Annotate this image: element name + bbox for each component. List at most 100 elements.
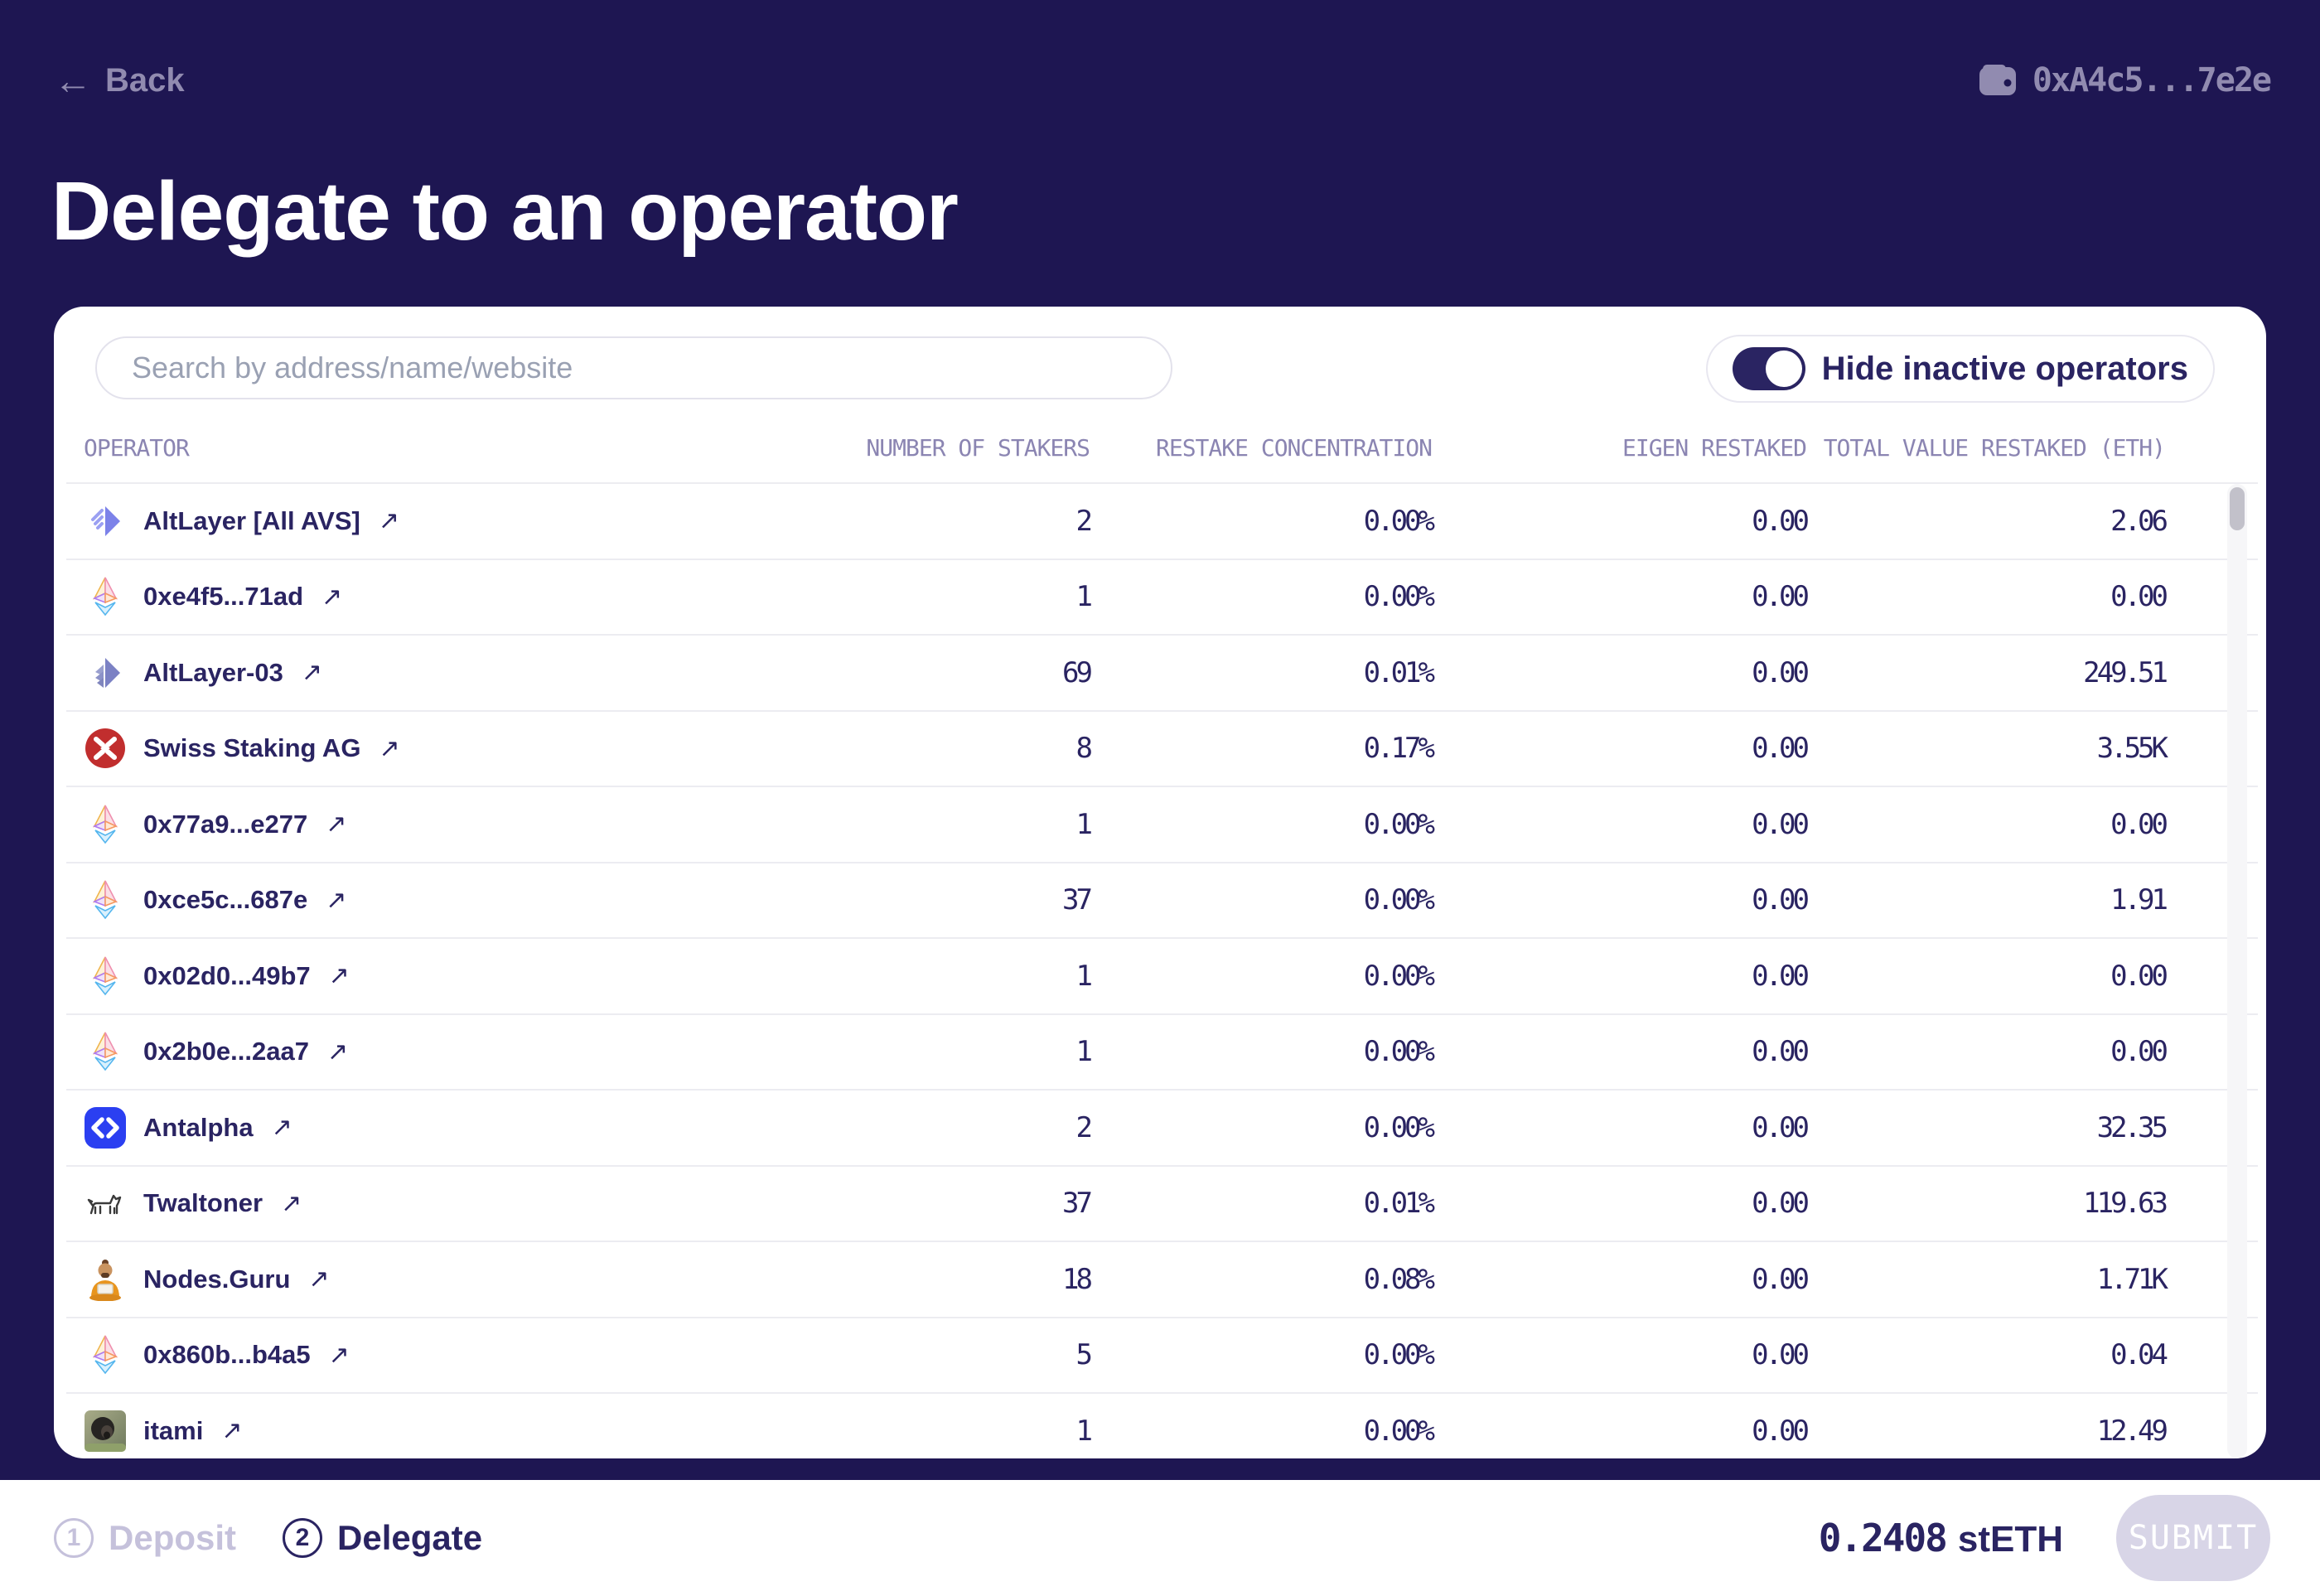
dog-drawing-icon — [84, 1182, 127, 1225]
operator-name[interactable]: itami — [143, 1415, 204, 1445]
table-row[interactable]: Swiss Staking AG ↗ 8 0.17% 0.00 3.55K — [66, 712, 2258, 787]
step-delegate[interactable]: 2 Delegate — [283, 1518, 482, 1558]
table-row[interactable]: itami ↗ 1 0.00% 0.00 12.49 — [66, 1394, 2258, 1458]
external-link-icon[interactable]: ↗ — [301, 659, 322, 687]
cell-total: 3.55K — [2096, 732, 2168, 766]
column-header-total[interactable]: TOTAL VALUE RESTAKED (ETH) — [1823, 433, 2166, 462]
wallet-address: 0xA4c5...7e2e — [2032, 61, 2272, 99]
toggle-knob — [1765, 351, 1802, 387]
footer-bar: 1 Deposit 2 Delegate 0.2408 stETH SUBMIT — [0, 1480, 2320, 1596]
external-link-icon[interactable]: ↗ — [326, 886, 347, 914]
cell-total: 249.51 — [2083, 655, 2168, 689]
operator-name[interactable]: AltLayer-03 — [143, 657, 283, 687]
eth-diamond-icon — [84, 878, 127, 921]
table-row[interactable]: AltLayer-03 ↗ 69 0.01% 0.00 249.51 — [66, 636, 2258, 712]
back-button[interactable]: ← Back — [54, 61, 185, 99]
cell-concentration: 0.00% — [1363, 580, 1435, 614]
submit-button[interactable]: SUBMIT — [2116, 1495, 2270, 1581]
cell-stakers: 1 — [1075, 959, 1093, 993]
operator-name[interactable]: 0xe4f5...71ad — [143, 582, 304, 612]
step-label: Delegate — [337, 1518, 483, 1557]
operator-name[interactable]: Swiss Staking AG — [143, 733, 361, 763]
external-link-icon[interactable]: ↗ — [328, 1341, 350, 1369]
table-row[interactable]: 0x77a9...e277 ↗ 1 0.00% 0.00 0.00 — [66, 787, 2258, 863]
operator-name[interactable]: Nodes.Guru — [143, 1264, 291, 1294]
table-row[interactable]: 0xce5c...687e ↗ 37 0.00% 0.00 1.91 — [66, 863, 2258, 939]
cell-total: 1.91 — [2110, 883, 2168, 917]
wallet-icon — [1978, 63, 2018, 98]
external-link-icon[interactable]: ↗ — [378, 507, 399, 535]
external-link-icon[interactable]: ↗ — [281, 1189, 302, 1217]
back-label: Back — [105, 61, 185, 99]
external-link-icon[interactable]: ↗ — [321, 583, 343, 611]
external-link-icon[interactable]: ↗ — [326, 810, 347, 839]
cell-stakers: 2 — [1075, 1110, 1093, 1144]
cell-stakers: 69 — [1062, 655, 1093, 689]
operator-name[interactable]: 0xce5c...687e — [143, 885, 308, 915]
toggle-switch[interactable] — [1732, 347, 1805, 390]
scrollbar-track[interactable] — [2227, 484, 2247, 1458]
table-row[interactable]: 0x02d0...49b7 ↗ 1 0.00% 0.00 0.00 — [66, 939, 2258, 1015]
operator-name[interactable]: 0x77a9...e277 — [143, 809, 308, 839]
external-link-icon[interactable]: ↗ — [308, 1265, 330, 1294]
cell-eigen: 0.00 — [1752, 732, 1810, 766]
cell-eigen: 0.00 — [1752, 807, 1810, 841]
cell-total: 0.00 — [2110, 807, 2168, 841]
operator-name[interactable]: 0x02d0...49b7 — [143, 960, 311, 990]
eth-diamond-icon — [84, 575, 127, 618]
cell-stakers: 37 — [1062, 883, 1093, 917]
cell-concentration: 0.00% — [1363, 883, 1435, 917]
table-row[interactable]: Antalpha ↗ 2 0.00% 0.00 32.35 — [66, 1091, 2258, 1167]
table-row[interactable]: Nodes.Guru ↗ 18 0.08% 0.00 1.71K — [66, 1242, 2258, 1318]
cell-concentration: 0.08% — [1363, 1262, 1435, 1296]
external-link-icon[interactable]: ↗ — [328, 962, 350, 990]
eth-diamond-icon — [84, 1030, 127, 1073]
column-header-eigen[interactable]: EIGEN RESTAKED — [1622, 433, 1807, 462]
cell-total: 0.00 — [2110, 1035, 2168, 1069]
cell-total: 119.63 — [2083, 1187, 2168, 1221]
table-row[interactable]: 0xe4f5...71ad ↗ 1 0.00% 0.00 0.00 — [66, 560, 2258, 636]
operator-name[interactable]: Twaltoner — [143, 1188, 263, 1218]
operator-cell: 0x77a9...e277 ↗ — [84, 803, 763, 846]
cell-stakers: 1 — [1075, 1414, 1093, 1448]
operator-panel: Hide inactive operators OPERATOR NUMBER … — [54, 307, 2266, 1458]
cell-total: 1.71K — [2096, 1262, 2168, 1296]
operator-name[interactable]: AltLayer [All AVS] — [143, 505, 360, 535]
cell-stakers: 37 — [1062, 1187, 1093, 1221]
external-link-icon[interactable]: ↗ — [271, 1114, 292, 1142]
step-label: Deposit — [109, 1518, 237, 1557]
operator-name[interactable]: Antalpha — [143, 1112, 254, 1142]
external-link-icon[interactable]: ↗ — [326, 1037, 349, 1066]
operator-cell: 0x02d0...49b7 ↗ — [84, 955, 763, 998]
column-header-stakers[interactable]: NUMBER OF STAKERS — [866, 433, 1090, 462]
table-row[interactable]: Twaltoner ↗ 37 0.01% 0.00 119.63 — [66, 1167, 2258, 1242]
operator-cell: Twaltoner ↗ — [84, 1182, 763, 1225]
cell-total: 0.00 — [2110, 959, 2168, 993]
cell-eigen: 0.00 — [1752, 655, 1810, 689]
column-header-concentration[interactable]: RESTAKE CONCENTRATION — [1155, 433, 1433, 462]
back-arrow-icon: ← — [54, 59, 92, 102]
cell-eigen: 0.00 — [1752, 504, 1810, 538]
footer-right: 0.2408 stETH SUBMIT — [1819, 1495, 2270, 1581]
operator-name[interactable]: 0x860b...b4a5 — [143, 1340, 311, 1370]
table-row[interactable]: AltLayer [All AVS] ↗ 2 0.00% 0.00 2.06 — [66, 484, 2258, 560]
operator-list: AltLayer [All AVS] ↗ 2 0.00% 0.00 2.06 0xe4f5.… — [66, 482, 2258, 1458]
search-input[interactable] — [95, 336, 1172, 399]
cell-stakers: 18 — [1062, 1262, 1093, 1296]
cell-concentration: 0.00% — [1363, 1035, 1435, 1069]
operator-name[interactable]: 0x2b0e...2aa7 — [143, 1037, 309, 1066]
column-header-operator[interactable]: OPERATOR — [84, 433, 190, 462]
wallet-chip[interactable]: 0xA4c5...7e2e — [1978, 61, 2272, 99]
table-row[interactable]: 0x860b...b4a5 ↗ 5 0.00% 0.00 0.04 — [66, 1318, 2258, 1394]
cell-eigen: 0.00 — [1752, 959, 1810, 993]
scrollbar-thumb[interactable] — [2230, 487, 2245, 530]
swiss-staking-logo-icon — [84, 727, 127, 770]
cell-concentration: 0.01% — [1363, 655, 1435, 689]
monkey-photo-icon — [84, 1410, 127, 1453]
step-deposit[interactable]: 1 Deposit — [54, 1518, 236, 1558]
external-link-icon[interactable]: ↗ — [379, 734, 400, 762]
guru-avatar-icon — [84, 1258, 127, 1301]
external-link-icon[interactable]: ↗ — [221, 1417, 243, 1445]
table-row[interactable]: 0x2b0e...2aa7 ↗ 1 0.00% 0.00 0.00 — [66, 1015, 2258, 1091]
hide-inactive-toggle-group[interactable]: Hide inactive operators — [1705, 335, 2215, 403]
